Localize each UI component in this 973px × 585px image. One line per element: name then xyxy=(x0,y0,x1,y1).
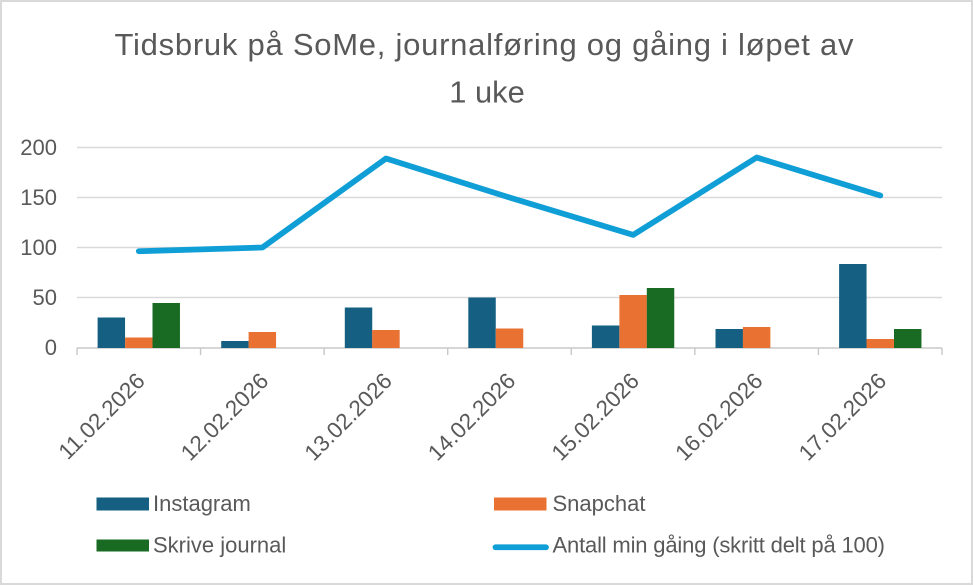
svg-text:200: 200 xyxy=(20,135,57,160)
svg-text:Instagram: Instagram xyxy=(153,491,251,516)
svg-text:Tidsbruk på SoMe, journalførin: Tidsbruk på SoMe, journalføring og gåing… xyxy=(115,27,855,62)
svg-text:0: 0 xyxy=(45,335,57,360)
svg-text:Antall min gåing (skritt delt: Antall min gåing (skritt delt på 100) xyxy=(553,533,886,558)
svg-text:50: 50 xyxy=(33,285,57,310)
svg-text:Skrive journal: Skrive journal xyxy=(153,533,286,558)
svg-text:100: 100 xyxy=(20,235,57,260)
svg-text:1 uke: 1 uke xyxy=(449,75,525,110)
svg-text:Snapchat: Snapchat xyxy=(553,491,646,516)
svg-text:150: 150 xyxy=(20,185,57,210)
